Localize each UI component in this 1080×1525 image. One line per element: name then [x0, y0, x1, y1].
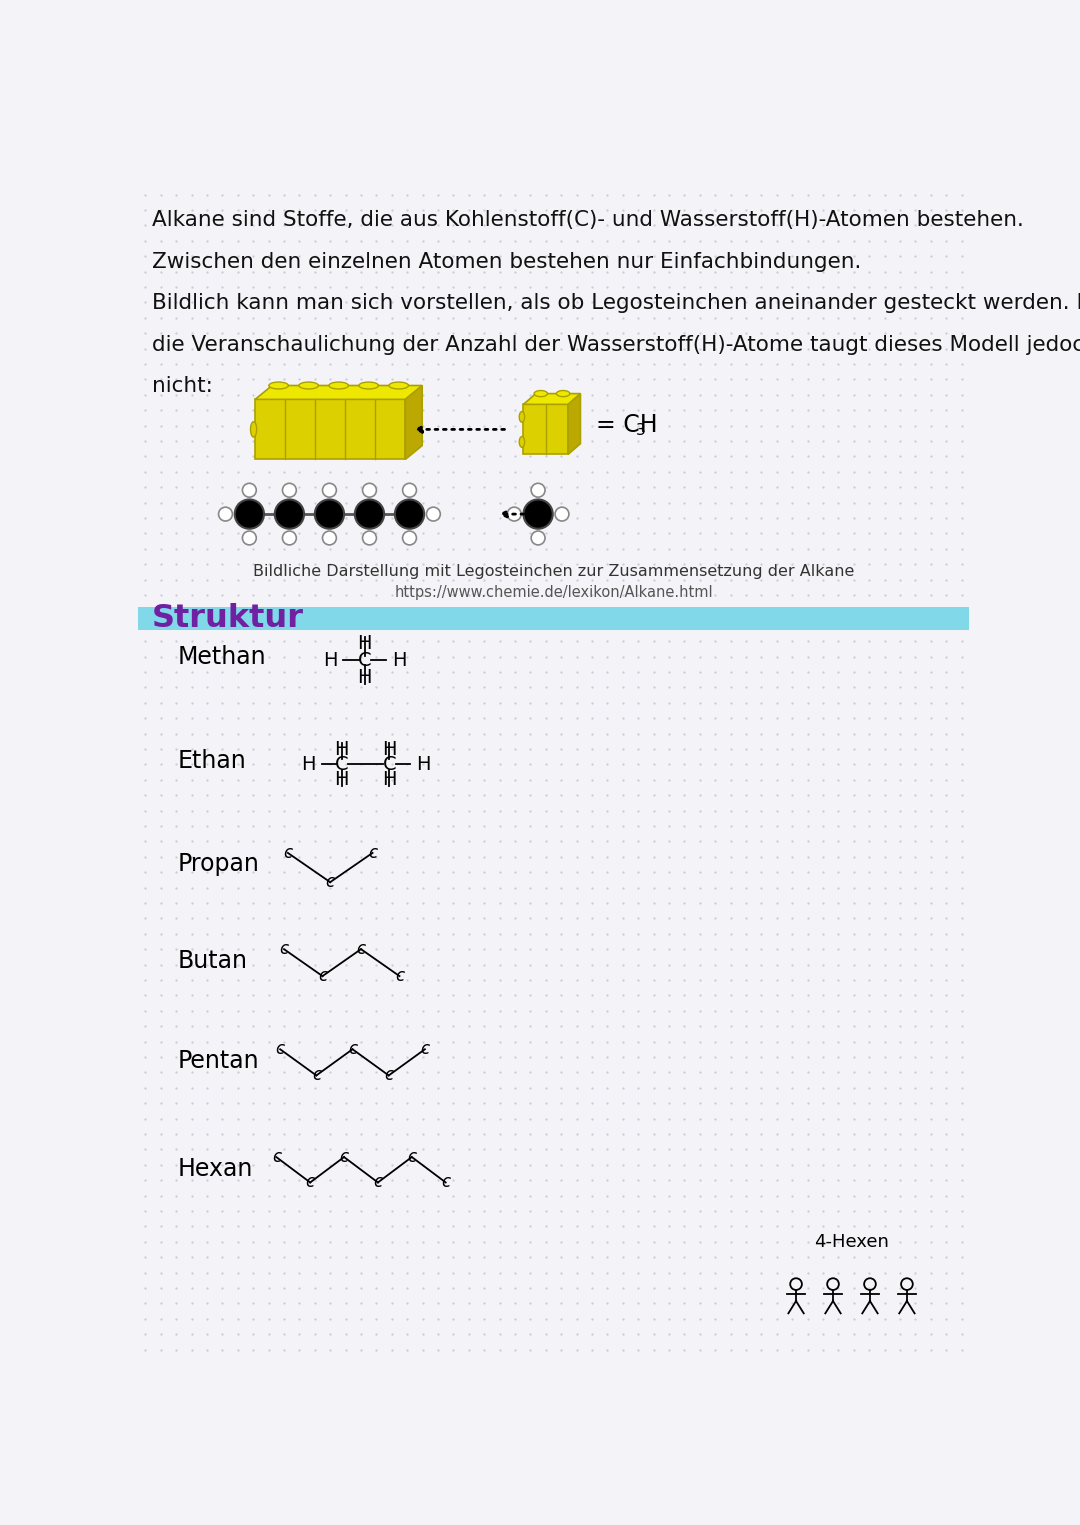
- Circle shape: [531, 531, 545, 544]
- Text: c: c: [374, 1173, 382, 1191]
- Text: H: H: [392, 651, 407, 669]
- Circle shape: [242, 483, 256, 497]
- Text: Struktur: Struktur: [151, 602, 303, 633]
- Text: c: c: [420, 1040, 430, 1058]
- Text: 3: 3: [636, 424, 646, 439]
- Text: c: c: [312, 1066, 321, 1084]
- Ellipse shape: [389, 383, 408, 389]
- Circle shape: [363, 483, 377, 497]
- Text: C: C: [382, 755, 396, 773]
- Text: H: H: [357, 668, 373, 686]
- Text: c: c: [407, 1148, 417, 1167]
- Circle shape: [274, 500, 305, 529]
- Text: H: H: [335, 740, 349, 759]
- Text: Butan: Butan: [178, 949, 247, 973]
- Text: H: H: [323, 651, 337, 669]
- Text: = CH: = CH: [596, 413, 658, 436]
- Text: H: H: [382, 740, 396, 759]
- Text: c: c: [283, 843, 293, 862]
- Text: Ethan: Ethan: [178, 749, 246, 773]
- Ellipse shape: [299, 383, 319, 389]
- Text: Pentan: Pentan: [178, 1049, 259, 1072]
- Text: c: c: [306, 1173, 314, 1191]
- Text: die Veranschaulichung der Anzahl der Wasserstoff(H)-Atome taugt dieses Modell je: die Veranschaulichung der Anzahl der Was…: [151, 334, 1080, 355]
- Polygon shape: [524, 404, 568, 454]
- Circle shape: [218, 508, 232, 522]
- Text: H: H: [357, 634, 373, 653]
- Ellipse shape: [535, 390, 548, 397]
- Text: nicht:: nicht:: [151, 377, 213, 396]
- Text: c: c: [441, 1173, 450, 1191]
- Text: c: c: [318, 967, 327, 985]
- Text: c: c: [272, 1148, 281, 1167]
- Polygon shape: [524, 393, 580, 404]
- Text: c: c: [326, 874, 335, 891]
- Polygon shape: [255, 400, 405, 459]
- Text: H: H: [382, 770, 396, 788]
- Text: H: H: [335, 770, 349, 788]
- Text: Alkane sind Stoffe, die aus Kohlenstoff(C)- und Wasserstoff(H)-Atomen bestehen.: Alkane sind Stoffe, die aus Kohlenstoff(…: [151, 210, 1024, 230]
- Polygon shape: [568, 393, 580, 454]
- Ellipse shape: [269, 383, 288, 389]
- Text: c: c: [384, 1066, 393, 1084]
- Text: c: c: [395, 967, 404, 985]
- Ellipse shape: [519, 436, 525, 447]
- Bar: [138, 607, 970, 630]
- Circle shape: [234, 500, 264, 529]
- Ellipse shape: [329, 383, 349, 389]
- Circle shape: [283, 483, 296, 497]
- Circle shape: [283, 531, 296, 544]
- Text: Propan: Propan: [178, 852, 259, 877]
- Text: https://www.chemie.de/lexikon/Alkane.html: https://www.chemie.de/lexikon/Alkane.htm…: [394, 586, 713, 599]
- Circle shape: [242, 531, 256, 544]
- Polygon shape: [405, 386, 422, 459]
- Circle shape: [323, 531, 336, 544]
- Text: H: H: [416, 755, 430, 773]
- Circle shape: [524, 500, 553, 529]
- Text: 4-Hexen: 4-Hexen: [814, 1232, 889, 1250]
- Circle shape: [531, 483, 545, 497]
- Text: H: H: [301, 755, 315, 773]
- Text: c: c: [348, 1040, 357, 1058]
- Circle shape: [403, 531, 417, 544]
- Circle shape: [363, 531, 377, 544]
- Text: Hexan: Hexan: [178, 1156, 253, 1180]
- Ellipse shape: [251, 422, 257, 438]
- Text: Methan: Methan: [178, 645, 267, 668]
- Ellipse shape: [519, 412, 525, 422]
- Polygon shape: [255, 386, 422, 400]
- Ellipse shape: [359, 383, 378, 389]
- Text: c: c: [368, 843, 377, 862]
- Text: Bildliche Darstellung mit Legosteinchen zur Zusammensetzung der Alkane: Bildliche Darstellung mit Legosteinchen …: [253, 564, 854, 580]
- Circle shape: [403, 483, 417, 497]
- Text: c: c: [280, 939, 288, 958]
- Text: C: C: [335, 755, 349, 773]
- Text: Bildlich kann man sich vorstellen, als ob Legosteinchen aneinander gesteckt werd: Bildlich kann man sich vorstellen, als o…: [151, 293, 1080, 313]
- Ellipse shape: [556, 390, 570, 397]
- Circle shape: [508, 508, 522, 522]
- Text: c: c: [356, 939, 365, 958]
- Circle shape: [355, 500, 384, 529]
- Circle shape: [323, 483, 336, 497]
- Text: c: c: [275, 1040, 285, 1058]
- Text: Zwischen den einzelnen Atomen bestehen nur Einfachbindungen.: Zwischen den einzelnen Atomen bestehen n…: [151, 252, 861, 271]
- Text: C: C: [359, 651, 372, 669]
- Text: c: c: [339, 1148, 349, 1167]
- Circle shape: [395, 500, 424, 529]
- Circle shape: [314, 500, 345, 529]
- Circle shape: [427, 508, 441, 522]
- Circle shape: [555, 508, 569, 522]
